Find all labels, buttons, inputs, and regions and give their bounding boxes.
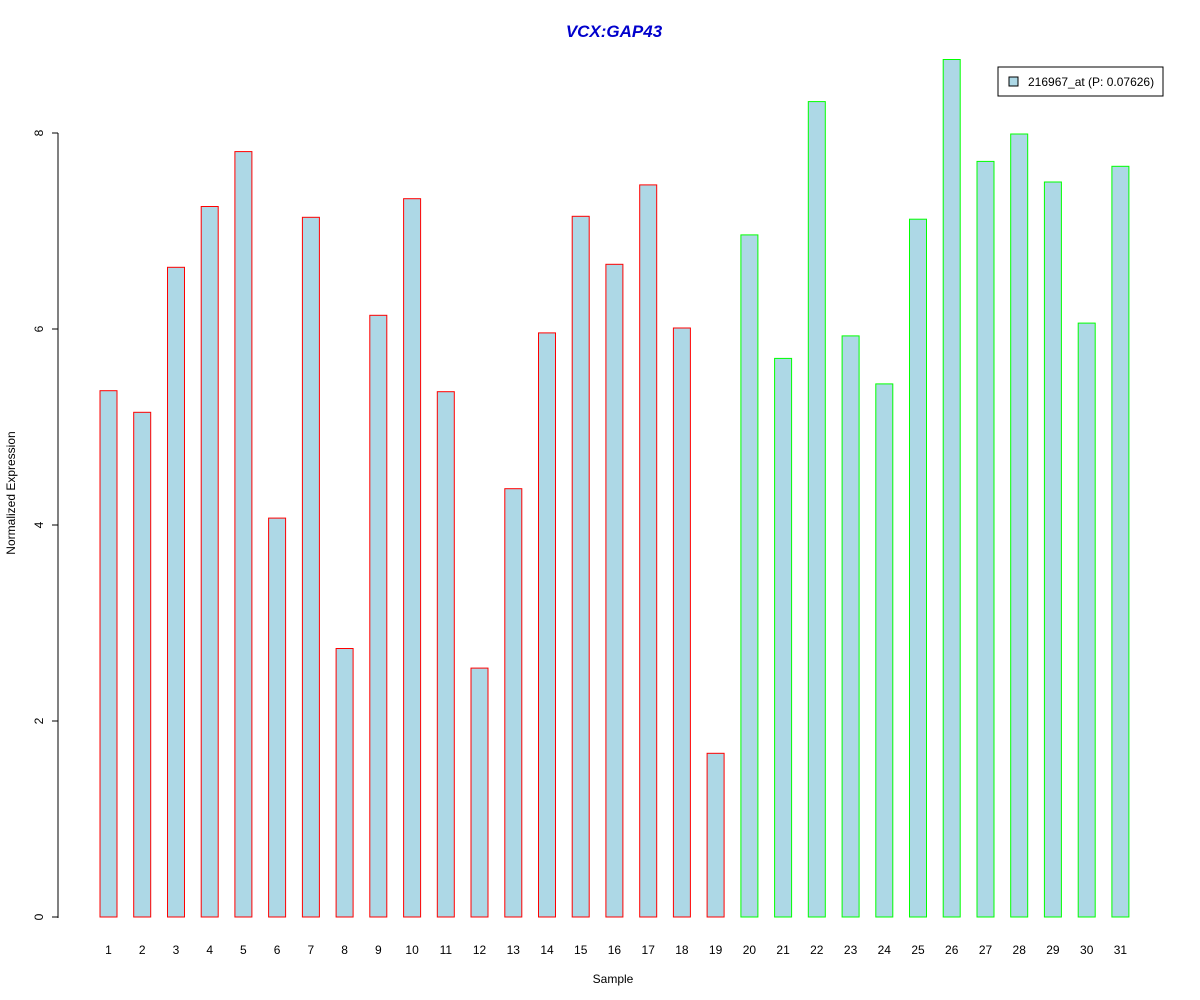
- x-tick-label: 8: [341, 943, 348, 957]
- x-tick-label: 25: [911, 943, 925, 957]
- bar-sample-2: [133, 411, 152, 918]
- x-tick-label: 19: [709, 943, 723, 957]
- y-axis-label: Normalized Expression: [4, 431, 18, 554]
- x-tick-label: 14: [540, 943, 554, 957]
- bar-sample-5: [234, 151, 253, 918]
- x-tick-label: 24: [878, 943, 892, 957]
- x-tick-label: 2: [139, 943, 146, 957]
- bar-sample-26: [942, 59, 961, 918]
- bar-sample-15: [571, 215, 590, 918]
- x-tick-label: 7: [308, 943, 315, 957]
- bar-sample-8: [335, 648, 354, 918]
- bar-sample-28: [1010, 133, 1029, 918]
- x-tick-label: 30: [1080, 943, 1094, 957]
- bar-sample-4: [200, 206, 219, 918]
- bar-sample-12: [470, 667, 489, 918]
- x-tick-label: 29: [1046, 943, 1060, 957]
- x-tick-label: 18: [675, 943, 689, 957]
- bar-sample-14: [538, 332, 556, 918]
- y-tick-label: 0: [32, 913, 46, 920]
- x-tick-label: 22: [810, 943, 824, 957]
- y-axis-ticks: 0 2 4 6 8: [32, 129, 58, 920]
- bar-sample-11: [436, 391, 455, 918]
- x-tick-label: 26: [945, 943, 959, 957]
- bar-sample-22: [807, 101, 826, 918]
- x-tick-label: 11: [440, 943, 453, 957]
- bar-sample-20: [740, 234, 759, 918]
- x-axis-tick-labels: 1 2 3 4 5 6 7 8 9 10 11 12 13 14 15 16 17 18 19 20 21 22 23 24 2…: [105, 943, 1127, 957]
- bar-sample-31: [1111, 165, 1130, 918]
- bar-sample-13: [504, 488, 523, 918]
- x-tick-label: 21: [776, 943, 790, 957]
- bar-sample-6: [268, 517, 287, 918]
- bar-sample-21: [774, 357, 793, 918]
- bar-sample-9: [369, 314, 388, 918]
- x-tick-label: 31: [1114, 943, 1128, 957]
- x-tick-label: 9: [375, 943, 382, 957]
- x-axis-label: Sample: [593, 972, 634, 986]
- x-tick-label: 27: [979, 943, 993, 957]
- bar-sample-23: [841, 335, 860, 918]
- x-tick-label: 4: [206, 943, 213, 957]
- bars-group: [99, 59, 1130, 918]
- x-tick-label: 3: [173, 943, 180, 957]
- x-tick-label: 16: [608, 943, 622, 957]
- x-tick-label: 10: [405, 943, 419, 957]
- y-tick-label: 8: [32, 129, 46, 136]
- bar-sample-7: [301, 216, 320, 918]
- bar-sample-17: [639, 184, 658, 918]
- x-tick-label: 17: [642, 943, 656, 957]
- bar-sample-18: [672, 327, 691, 918]
- x-tick-label: 5: [240, 943, 247, 957]
- x-tick-label: 23: [844, 943, 858, 957]
- legend-swatch: [1008, 76, 1019, 87]
- y-tick-label: 6: [32, 325, 46, 332]
- x-tick-label: 13: [507, 943, 521, 957]
- x-tick-label: 6: [274, 943, 281, 957]
- y-tick-label: 2: [32, 717, 46, 724]
- bar-sample-30: [1077, 322, 1096, 918]
- bar-sample-25: [909, 218, 927, 918]
- x-tick-label: 1: [105, 943, 112, 957]
- x-tick-label: 12: [473, 943, 487, 957]
- bar-sample-24: [875, 383, 894, 918]
- bar-sample-19: [706, 752, 725, 918]
- x-tick-label: 15: [574, 943, 588, 957]
- chart-title: VCX:GAP43: [566, 22, 663, 41]
- y-tick-label: 4: [32, 521, 46, 528]
- x-tick-label: 20: [743, 943, 757, 957]
- x-tick-label: 28: [1013, 943, 1027, 957]
- legend-label: 216967_at (P: 0.07626): [1028, 75, 1154, 89]
- legend: 216967_at (P: 0.07626): [997, 66, 1164, 97]
- bar-sample-1: [99, 390, 118, 918]
- bar-sample-27: [976, 160, 995, 918]
- bar-sample-3: [167, 266, 185, 918]
- bar-sample-16: [605, 263, 624, 918]
- legend-box: [997, 66, 1164, 97]
- bar-sample-29: [1043, 181, 1062, 918]
- bar-sample-10: [403, 198, 422, 918]
